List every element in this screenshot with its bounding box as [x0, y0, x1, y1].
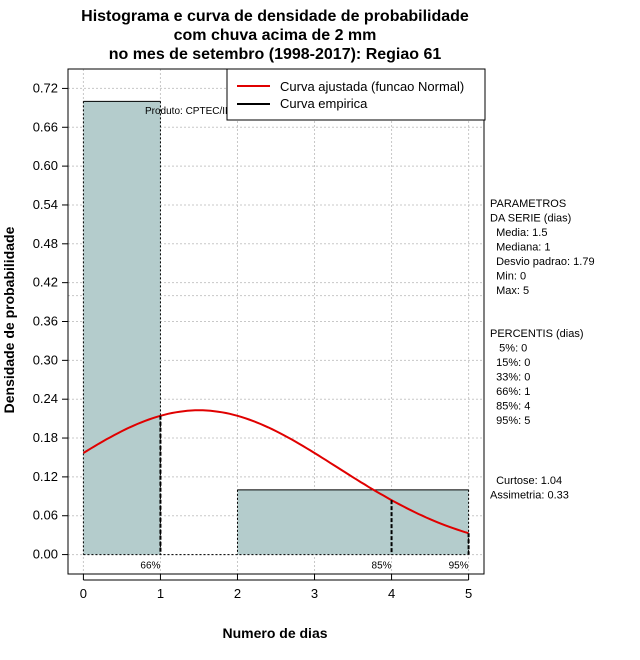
y-tick-label: 0.00 — [33, 547, 58, 562]
percentile-markers: 66% 85% 95% — [140, 415, 470, 572]
normal-curve-layer — [82, 409, 469, 535]
side-panel-percentile-line: 33%: 0 — [490, 372, 530, 384]
y-tick-label: 0.06 — [33, 508, 58, 523]
x-tick-label: 3 — [311, 586, 318, 601]
x-tick-label: 0 — [80, 586, 87, 601]
normal-curve — [82, 409, 469, 535]
side-panel-stat-line: Curtose: 1.04 — [490, 475, 562, 487]
side-panel-parameter-line: DA SERIE (dias) — [490, 213, 571, 225]
side-panel-statistics: PARAMETROS DA SERIE (dias) Media: 1.5 Med… — [490, 198, 595, 502]
y-tick-label: 0.18 — [33, 430, 58, 445]
y-tick-label: 0.36 — [33, 314, 58, 329]
side-panel-percentile-line: 15%: 0 — [490, 357, 530, 369]
side-panel-percentile-line: 5%: 0 — [490, 343, 527, 355]
side-panel-percentile-line: 85%: 4 — [490, 401, 530, 413]
side-panel-percentile-line: PERCENTIS (dias) — [490, 328, 584, 340]
side-panel-parameter-line: Mediana: 1 — [490, 242, 551, 254]
percentile-marker-label: 85% — [372, 561, 392, 572]
percentile-marker-label: 95% — [449, 561, 469, 572]
axes: 0 1 2 3 4 5 0.00 0.06 0.12 0.18 0.24 0.30 0.36 0.42 0.… — [33, 80, 473, 601]
chart-title-line-3: no mes de setembro (1998-2017): Regiao 6… — [109, 46, 442, 63]
x-tick-label: 1 — [157, 586, 164, 601]
legend-box — [226, 68, 486, 121]
chart-title-line-1: Histograma e curva de densidade de proba… — [81, 8, 469, 25]
y-tick-label: 0.30 — [33, 352, 58, 367]
product-label: Produto: CPTEC/INPE — [145, 106, 246, 117]
histogram-bars — [82, 100, 470, 556]
side-panel-parameter-line: Max: 5 — [490, 285, 529, 297]
y-tick-label: 0.66 — [33, 119, 58, 134]
y-axis-label: Densidade de probabilidade — [1, 226, 17, 413]
x-axis-label: Numero de dias — [222, 625, 327, 641]
legend: Curva ajustada (funcao Normal) Curva emp… — [226, 68, 486, 121]
legend-label-fitted: Curva ajustada (funcao Normal) — [280, 79, 464, 94]
side-panel-parameter-line: Min: 0 — [490, 271, 526, 283]
y-tick-label: 0.54 — [33, 197, 58, 212]
side-panel-percentile-line: 66%: 1 — [490, 386, 530, 398]
percentile-marker-label: 66% — [140, 561, 160, 572]
y-tick-label: 0.24 — [33, 391, 58, 406]
x-tick-label: 5 — [465, 586, 472, 601]
chart-title-line-2: com chuva acima de 2 mm — [174, 27, 377, 44]
side-panel-stat-line: Assimetria: 0.33 — [490, 490, 569, 502]
legend-label-empirical: Curva empirica — [280, 96, 368, 111]
side-panel-percentile-line: 95%: 5 — [490, 415, 530, 427]
y-tick-label: 0.60 — [33, 158, 58, 173]
side-panel-parameter-line: Desvio padrao: 1.79 — [490, 256, 595, 268]
y-tick-label: 0.72 — [33, 80, 58, 95]
histogram-bar — [83, 101, 161, 555]
x-tick-label: 4 — [388, 586, 395, 601]
y-tick-label: 0.48 — [33, 236, 58, 251]
y-tick-label: 0.12 — [33, 469, 58, 484]
histogram-bar — [237, 489, 469, 555]
side-panel-parameter-line: Media: 1.5 — [490, 227, 547, 239]
x-tick-label: 2 — [234, 586, 241, 601]
y-tick-label: 0.42 — [33, 275, 58, 290]
side-panel-parameter-line: PARAMETROS — [490, 198, 566, 210]
